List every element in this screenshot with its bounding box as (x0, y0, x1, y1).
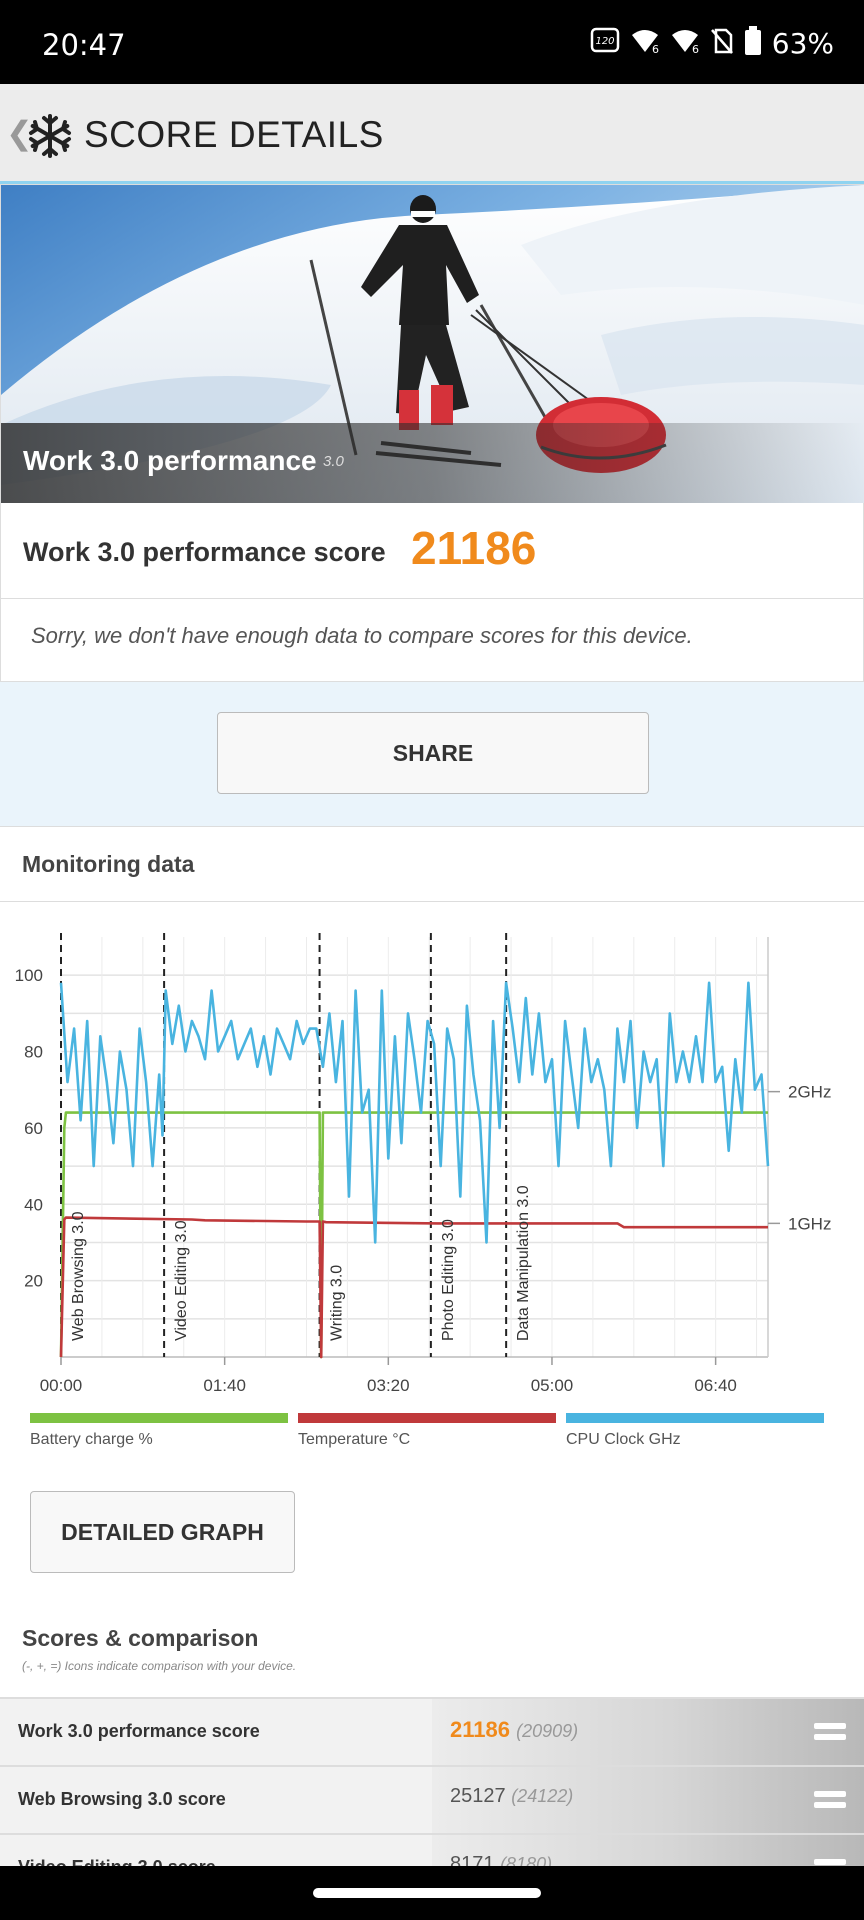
legend-swatch (566, 1413, 824, 1423)
back-chevron-icon[interactable]: ❮ (6, 115, 33, 151)
equal-icon (814, 1723, 846, 1740)
legend-label: Battery charge % (30, 1431, 153, 1448)
section-label: Photo Editing 3.0 (440, 1219, 457, 1341)
legend-item: Temperature °C (298, 1413, 556, 1449)
refresh-rate-icon: 120 (590, 27, 620, 60)
series-line (59, 981, 770, 1244)
score-value: 21186 (411, 522, 537, 574)
table-row[interactable]: Web Browsing 3.0 score 25127 (24122) (0, 1765, 864, 1833)
monitoring-chart: 100 80 60 40 20 00:00 01:40 03:20 05:00 06:40 2G… (15, 933, 831, 1395)
battery-percent: 63% (771, 26, 834, 60)
hero-title-band: Work 3.0 performance 3.0 (1, 423, 864, 503)
score-label: Work 3.0 performance score (23, 537, 386, 567)
row-compare: (24122) (511, 1786, 574, 1806)
section-label: Video Editing 3.0 (173, 1220, 190, 1341)
x-tick-label: 00:00 (40, 1376, 83, 1395)
chart-legend: Battery charge % Temperature °C CPU Clock … (0, 1413, 864, 1463)
svg-text:6: 6 (652, 43, 659, 55)
status-icons: 120 6 6 63% (590, 25, 834, 61)
wifi-icon-secondary: 6 (670, 27, 700, 60)
equal-icon (814, 1791, 846, 1808)
row-label: Work 3.0 performance score (18, 1721, 260, 1741)
monitoring-title: Monitoring data (22, 851, 195, 877)
system-nav-bar (0, 1866, 864, 1920)
x-tick-label: 05:00 (531, 1376, 574, 1395)
row-label: Web Browsing 3.0 score (18, 1789, 226, 1809)
refresh-rate-label: 120 (595, 36, 614, 47)
compare-message: Sorry, we don't have enough data to comp… (31, 623, 693, 648)
no-sim-icon (710, 27, 734, 60)
row-value: 25127 (450, 1785, 506, 1807)
x-tick-label: 01:40 (203, 1376, 246, 1395)
right-tick-label: 2GHz (788, 1083, 831, 1102)
divider (0, 901, 864, 902)
x-tick-label: 03:20 (367, 1376, 410, 1395)
app-header: ❮ SCORE DETAILS (0, 84, 864, 184)
status-time: 20:47 (42, 28, 126, 62)
y-tick-label: 20 (24, 1272, 43, 1291)
y-tick-label: 100 (15, 966, 43, 985)
section-label: Data Manipulation 3.0 (515, 1185, 532, 1341)
scores-subtitle: (-, +, =) Icons indicate comparison with… (22, 1659, 297, 1673)
legend-item: Battery charge % (30, 1413, 288, 1449)
benchmark-name: Work 3.0 performance (23, 445, 317, 476)
section-label: Writing 3.0 (329, 1265, 346, 1341)
share-area: SHARE (0, 682, 864, 826)
legend-label: Temperature °C (298, 1431, 411, 1448)
detailed-graph-button[interactable]: DETAILED GRAPH (30, 1491, 295, 1573)
legend-item: CPU Clock GHz (566, 1413, 824, 1449)
share-button[interactable]: SHARE (217, 712, 649, 794)
wifi-icon: 6 (630, 27, 660, 60)
svg-text:6: 6 (692, 43, 699, 55)
row-compare: (20909) (516, 1721, 579, 1741)
series-line (59, 1216, 768, 1359)
score-row: Work 3.0 performance score 21186 (1, 503, 864, 599)
y-tick-label: 80 (24, 1043, 43, 1062)
hero-image: Work 3.0 performance 3.0 (1, 185, 864, 503)
status-bar: 20:47 120 6 6 63% (0, 0, 864, 84)
section-label: Web Browsing 3.0 (70, 1211, 87, 1341)
page-title: SCORE DETAILS (84, 114, 384, 155)
monitoring-panel: Monitoring data 100 80 60 40 20 00:00 01:40 03… (0, 826, 864, 1901)
table-row[interactable]: Work 3.0 performance score 21186 (20909) (0, 1697, 864, 1765)
benchmark-version: 3.0 (323, 453, 344, 470)
legend-swatch (298, 1413, 556, 1423)
snowflake-icon (26, 112, 74, 165)
battery-icon (744, 25, 762, 61)
right-tick-label: 1GHz (788, 1214, 831, 1233)
x-tick-label: 06:40 (694, 1376, 737, 1395)
y-tick-label: 40 (24, 1195, 43, 1214)
y-tick-label: 60 (24, 1119, 43, 1138)
home-gesture-pill[interactable] (313, 1888, 541, 1898)
legend-swatch (30, 1413, 288, 1423)
scores-title: Scores & comparison (22, 1625, 259, 1651)
row-value: 21186 (450, 1717, 510, 1742)
benchmark-card: Work 3.0 performance 3.0 Work 3.0 perfor… (0, 184, 864, 682)
legend-label: CPU Clock GHz (566, 1431, 681, 1448)
